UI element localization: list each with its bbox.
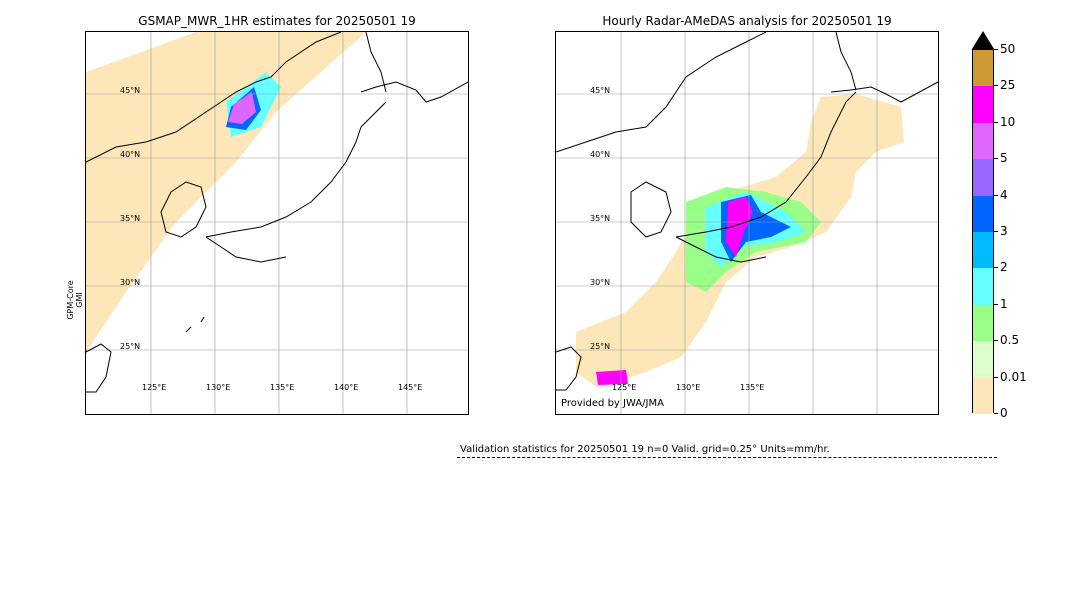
- colorbar-segment: [973, 86, 993, 124]
- colorbar-segment: [973, 304, 993, 342]
- colorbar-segment: [973, 232, 993, 269]
- colorbar-tick-label: 3: [1000, 224, 1008, 238]
- stats-underline: [457, 457, 997, 458]
- colorbar-segment: [973, 268, 993, 306]
- colorbar-tick-mark: [994, 376, 998, 378]
- left-lat-label-45: 45°N: [120, 86, 141, 95]
- left-intense-rain-region: [228, 92, 256, 124]
- right-panel-title: Hourly Radar-AMeDAS analysis for 2025050…: [602, 14, 892, 28]
- right-intense-rain-region: [726, 197, 753, 257]
- colorbar-segment: [973, 341, 993, 379]
- left-side-label: GPM-Core GMI: [66, 280, 84, 320]
- colorbar-tick-mark: [994, 303, 998, 305]
- right-map: 45°N 40°N 35°N 30°N 25°N 125°E 130°E 135…: [555, 31, 939, 415]
- colorbar-tick-mark: [994, 413, 998, 414]
- side-label-line1: GPM-Core: [66, 280, 75, 320]
- left-lon-label-140: 140°E: [334, 383, 359, 392]
- colorbar-tick-mark: [994, 85, 998, 87]
- validation-stats: Validation statistics for 20250501 19 n=…: [460, 444, 830, 455]
- colorbar-tick-mark: [994, 158, 998, 160]
- left-lat-label-30: 30°N: [120, 278, 141, 287]
- colorbar-tick-label: 10: [1000, 114, 1016, 129]
- colorbar-tick-label: 2: [1000, 260, 1008, 275]
- colorbar-tick-mark: [994, 121, 998, 123]
- colorbar-tick-label: 50: [1000, 42, 1016, 56]
- colorbar-segment: [973, 122, 993, 160]
- data-credit: Provided by JWA/JMA: [561, 398, 664, 409]
- left-light-rain-region: [86, 32, 366, 352]
- colorbar-segment: [973, 50, 993, 87]
- left-lon-label-145: 145°E: [398, 383, 423, 392]
- colorbar-tick-mark: [994, 340, 998, 342]
- colorbar-tick-label: 0.5: [1000, 333, 1020, 348]
- right-lat-label-40: 40°N: [590, 150, 611, 159]
- left-lon-label-135: 135°E: [270, 383, 295, 392]
- left-lat-label-25: 25°N: [120, 342, 141, 351]
- colorbar-extend-arrow: [972, 31, 994, 49]
- colorbar-segment: [973, 377, 993, 415]
- left-map-canvas: [86, 32, 468, 414]
- right-map-canvas: [556, 32, 938, 414]
- right-lon-label-135: 135°E: [740, 383, 765, 392]
- right-lat-label-30: 30°N: [590, 278, 611, 287]
- left-panel-title: GSMAP_MWR_1HR estimates for 20250501 19: [138, 14, 416, 28]
- left-grid: [86, 32, 468, 414]
- colorbar-tick-mark: [994, 231, 998, 232]
- colorbar-tick-label: 0.01: [1000, 369, 1027, 384]
- left-lon-label-130: 130°E: [206, 383, 231, 392]
- colorbar-tick-label: 25: [1000, 78, 1016, 93]
- colorbar-tick-label: 4: [1000, 187, 1008, 202]
- colorbar-tick-label: 5: [1000, 151, 1008, 166]
- colorbar-tick-mark: [994, 267, 998, 269]
- colorbar-tick-label: 1: [1000, 296, 1008, 311]
- colorbar-tick-mark: [994, 194, 998, 196]
- right-lon-label-130: 130°E: [676, 383, 701, 392]
- right-grid: [556, 32, 938, 414]
- colorbar-segment: [973, 195, 993, 233]
- right-lon-label-125: 125°E: [612, 383, 637, 392]
- left-lon-label-125: 125°E: [142, 383, 167, 392]
- left-lat-label-35: 35°N: [120, 214, 141, 223]
- colorbar: [972, 49, 994, 415]
- right-south-intense-region: [596, 370, 628, 385]
- left-lat-label-40: 40°N: [120, 150, 141, 159]
- colorbar-tick-mark: [994, 49, 998, 50]
- left-map: 45°N 40°N 35°N 30°N 25°N 125°E 130°E 135…: [85, 31, 469, 415]
- right-lat-label-45: 45°N: [590, 86, 611, 95]
- left-coastline: [86, 32, 468, 393]
- side-label-line2: GMI: [75, 292, 84, 308]
- right-lat-label-35: 35°N: [590, 214, 611, 223]
- colorbar-tick-label: 0: [1000, 406, 1008, 420]
- right-coastline: [556, 32, 938, 391]
- colorbar-segment: [973, 159, 993, 197]
- right-lat-label-25: 25°N: [590, 342, 611, 351]
